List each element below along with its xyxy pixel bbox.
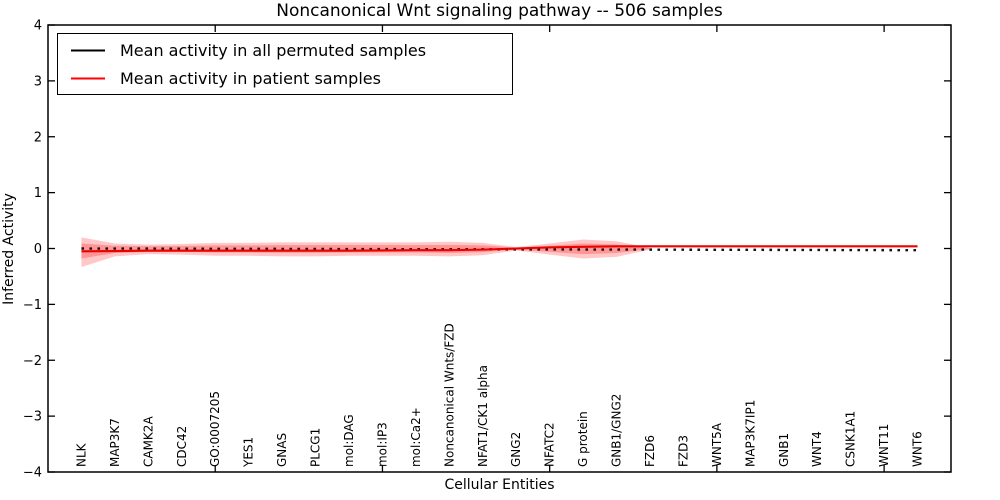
- patient-line-sample-icon: [71, 77, 105, 79]
- category-label: MAP3K7: [108, 418, 122, 467]
- category-label: FZD3: [676, 435, 690, 467]
- patient-activity-spread-outer: [81, 237, 650, 267]
- category-label: mol:IP3: [375, 422, 389, 467]
- y-tick-label: 0: [34, 242, 42, 257]
- legend-entry-patient: Mean activity in patient samples: [58, 64, 512, 92]
- category-label: PLCG1: [309, 428, 323, 467]
- category-label: WNT6: [911, 431, 925, 467]
- category-label: CDC42: [175, 426, 189, 467]
- x-axis-label: Cellular Entities: [444, 477, 555, 493]
- category-label: MAP3K7IP1: [743, 400, 757, 467]
- legend-entry-permuted: Mean activity in all permuted samples: [58, 36, 512, 64]
- y-tick-label: 3: [34, 74, 42, 89]
- category-label: NFATC2: [543, 422, 557, 467]
- legend-label-patient: Mean activity in patient samples: [120, 68, 381, 88]
- y-tick-label: 4: [34, 19, 42, 34]
- category-label: WNT11: [877, 424, 891, 467]
- y-tick-label: 1: [34, 186, 42, 201]
- category-label: GNB1: [777, 433, 791, 467]
- category-label: FZD6: [643, 435, 657, 467]
- category-label: GO:0007205: [208, 391, 222, 467]
- category-label: G protein: [576, 411, 590, 467]
- category-label: mol:Ca2+: [409, 407, 423, 467]
- category-label: Noncanonical Wnts/FZD: [442, 323, 456, 467]
- category-label: YES1: [242, 437, 256, 468]
- category-label: WNT4: [810, 431, 824, 467]
- category-label: WNT5A: [710, 422, 724, 467]
- category-label: CAMK2A: [141, 416, 155, 467]
- y-tick-label: −3: [23, 410, 42, 425]
- legend: Mean activity in all permuted samples Me…: [57, 33, 513, 95]
- category-label: NLK: [74, 442, 88, 467]
- category-label: GNG2: [509, 432, 523, 467]
- category-label: mol:DAG: [342, 414, 356, 467]
- y-tick-label: −4: [23, 466, 42, 481]
- category-label: GNAS: [275, 433, 289, 467]
- category-label: CSNK1A1: [844, 411, 858, 467]
- y-tick-label: −2: [23, 354, 42, 369]
- legend-label-permuted: Mean activity in all permuted samples: [120, 40, 427, 60]
- y-tick-label: −1: [23, 298, 42, 313]
- y-tick-label: 2: [34, 130, 42, 145]
- category-label: GNB1/GNG2: [610, 394, 624, 467]
- chart-title: Noncanonical Wnt signaling pathway -- 50…: [276, 1, 723, 21]
- category-label: NFAT1/CK1 alpha: [476, 365, 490, 467]
- permuted-line-sample-icon: [71, 49, 105, 51]
- series-line-patient: [81, 245, 918, 253]
